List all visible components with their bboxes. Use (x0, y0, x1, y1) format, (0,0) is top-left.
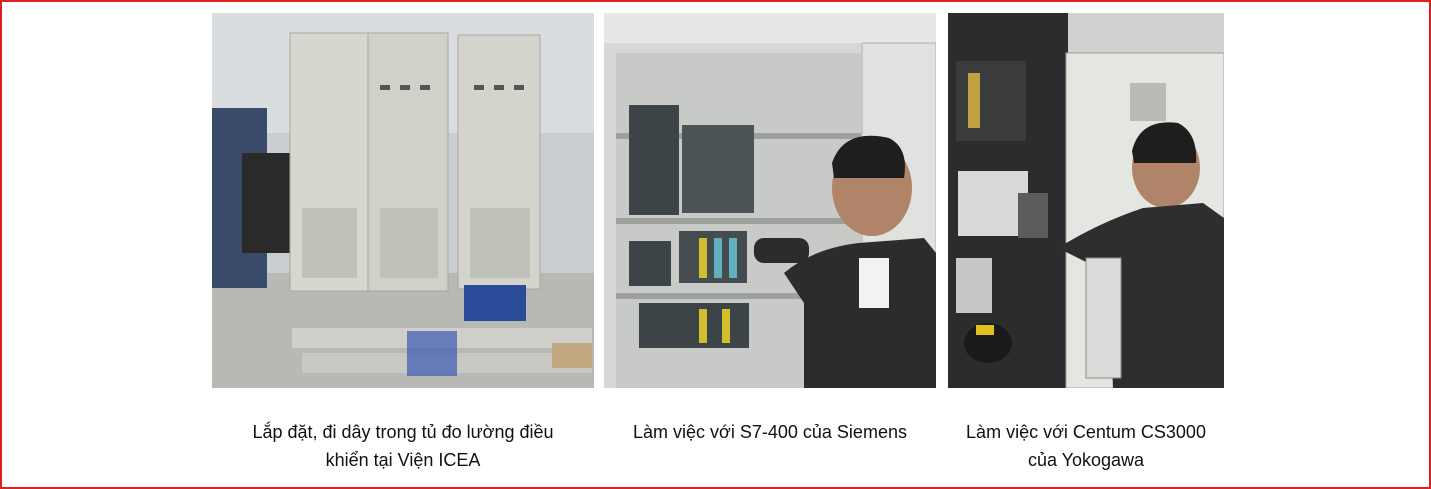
cabinet-wiring-photo (212, 13, 594, 388)
caption-line: khiển tại Viện ICEA (325, 450, 481, 470)
photo-3-caption: Làm việc với Centum CS3000 của Yokogawa (940, 418, 1232, 474)
caption-line: Làm việc với Centum CS3000 (966, 422, 1206, 442)
photo-2-caption: Làm việc với S7-400 của Siemens (596, 418, 944, 446)
caption-line: Lắp đặt, đi dây trong tủ đo lường điều (252, 422, 554, 442)
photo-1-caption: Lắp đặt, đi dây trong tủ đo lường điều k… (212, 418, 594, 474)
caption-line: Làm việc với S7-400 của Siemens (633, 422, 907, 442)
yokogawa-dcs-photo (948, 13, 1224, 388)
caption-line: của Yokogawa (1027, 450, 1145, 470)
siemens-plc-photo (604, 13, 936, 388)
